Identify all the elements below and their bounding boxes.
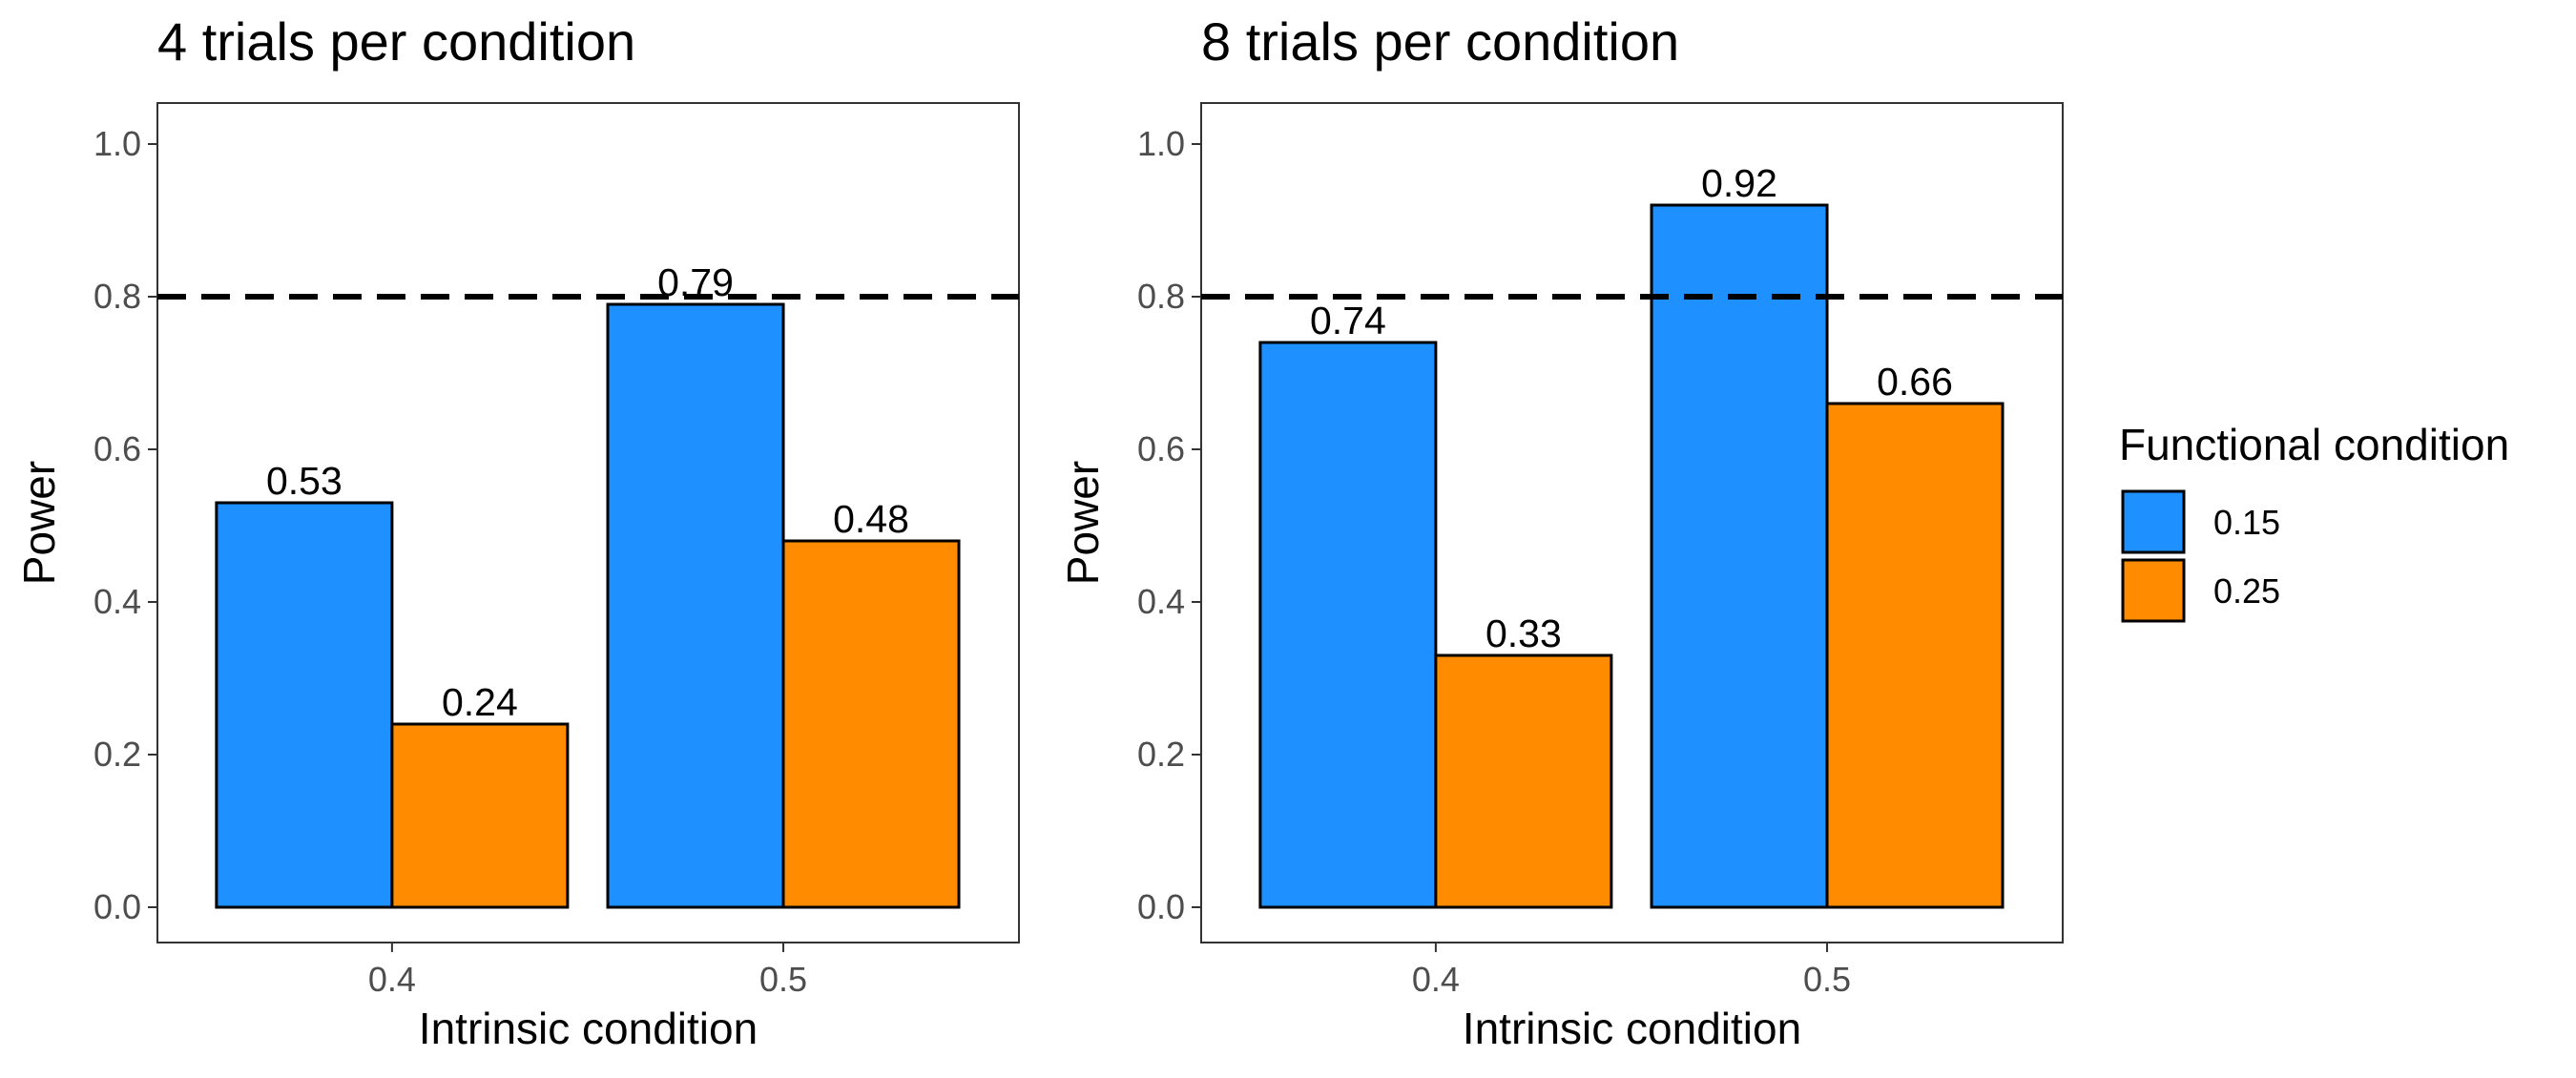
legend-swatch-0.25	[2121, 558, 2186, 623]
bar-0.15-0.4	[215, 501, 394, 909]
data-label: 0.74	[1310, 299, 1386, 342]
data-label: 0.33	[1485, 612, 1562, 655]
bar-0.25-0.4	[390, 722, 570, 909]
y-tick-label: 0.0	[93, 887, 141, 926]
y-tick-label: 0.6	[1137, 429, 1185, 468]
chart-panel-2: 8 trials per condition 0.0 0.2 0.4 0.6 0.8 1.0…	[1058, 11, 2064, 1053]
y-tick-label: 1.0	[1137, 124, 1185, 163]
bar-0.25-0.5	[1825, 402, 2005, 909]
y-tick-label: 0.0	[1137, 887, 1185, 926]
bar-0.25-0.4	[1434, 653, 1613, 909]
bar-0.25-0.5	[781, 539, 961, 909]
panel-title: 4 trials per condition	[157, 11, 635, 72]
y-tick-label: 0.6	[93, 429, 141, 468]
legend-swatch-0.15	[2121, 489, 2186, 554]
panel-border	[1200, 102, 2064, 943]
data-label: 0.53	[266, 459, 343, 503]
data-label: 0.24	[442, 680, 518, 724]
y-tick-label: 0.4	[1137, 582, 1185, 621]
chart-panel-1: 4 trials per condition 0.0 0.2 0.4 0.6 0.8 1.0…	[14, 11, 1020, 1053]
y-tick-label: 0.8	[1137, 277, 1185, 316]
x-axis-title: Intrinsic condition	[1463, 1004, 1801, 1053]
y-axis-title: Power	[14, 461, 64, 585]
x-tick-label: 0.5	[1803, 960, 1851, 999]
y-tick-label: 0.2	[93, 735, 141, 774]
legend: Functional condition 0.15 0.25	[2119, 420, 2509, 623]
legend-title: Functional condition	[2119, 420, 2509, 469]
y-tick-label: 0.2	[1137, 735, 1185, 774]
bar-0.15-0.5	[1650, 203, 1829, 909]
y-tick-label: 0.8	[93, 277, 141, 316]
data-label: 0.92	[1701, 161, 1777, 205]
x-tick-label: 0.4	[1412, 960, 1460, 999]
legend-label: 0.25	[2213, 571, 2280, 611]
y-tick-label: 1.0	[93, 124, 141, 163]
panel-border	[156, 102, 1020, 943]
x-tick-label: 0.4	[368, 960, 416, 999]
x-tick-label: 0.5	[759, 960, 807, 999]
data-label: 0.66	[1877, 360, 1953, 404]
data-label: 0.48	[833, 497, 909, 541]
bar-0.15-0.4	[1258, 341, 1438, 909]
bar-0.15-0.5	[606, 302, 785, 909]
legend-label: 0.15	[2213, 503, 2280, 542]
y-tick-label: 0.4	[93, 582, 141, 621]
y-axis-title: Power	[1058, 461, 1108, 585]
panel-title: 8 trials per condition	[1201, 11, 1679, 72]
x-axis-title: Intrinsic condition	[419, 1004, 758, 1053]
